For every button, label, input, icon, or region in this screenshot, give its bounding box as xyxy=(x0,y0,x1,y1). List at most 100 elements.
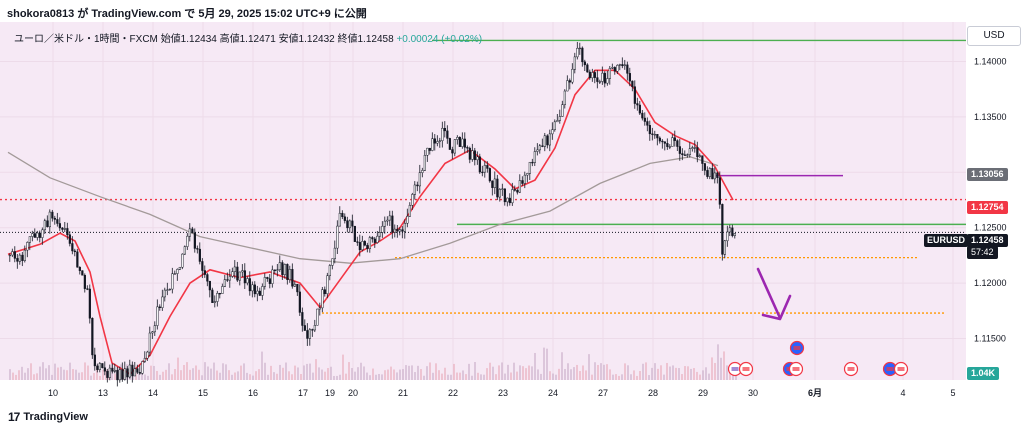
volume-bar xyxy=(495,374,497,380)
volume-bar xyxy=(279,364,281,380)
volume-bar xyxy=(606,364,608,380)
candle-up xyxy=(223,279,226,287)
volume-bar xyxy=(30,363,32,380)
volume-bar xyxy=(255,371,257,380)
volume-bar xyxy=(135,372,137,380)
volume-bar xyxy=(309,363,311,380)
candle-down xyxy=(568,80,571,83)
candle-down xyxy=(373,238,376,243)
price-tick-label: 1.11500 xyxy=(974,334,1006,344)
candle-down xyxy=(33,233,36,238)
candle-down xyxy=(46,220,49,228)
candle-up xyxy=(213,301,216,303)
candles xyxy=(8,41,736,387)
candle-up xyxy=(558,116,561,121)
candle-up xyxy=(181,253,184,268)
candle-up xyxy=(283,264,286,276)
candle-down xyxy=(136,368,139,373)
candle-up xyxy=(436,141,439,144)
price-chart[interactable]: 1.140001.135001.130001.125001.120001.115… xyxy=(0,22,1024,404)
candle-down xyxy=(458,137,461,147)
candle-up xyxy=(308,329,311,339)
legend-high: 高値1.12471 xyxy=(219,34,276,45)
volume-bar xyxy=(471,375,473,380)
volume-bar xyxy=(207,366,209,380)
currency-button[interactable]: USD xyxy=(967,26,1021,46)
time-axis-background xyxy=(0,380,966,404)
volume-bar xyxy=(285,362,287,380)
red-level-price-tag: 1.12754 xyxy=(967,201,1008,214)
volume-bar xyxy=(705,367,707,380)
volume-bar xyxy=(582,365,584,380)
candle-up xyxy=(166,289,169,291)
candle-down xyxy=(116,370,119,381)
candle-down xyxy=(208,280,211,291)
volume-bar xyxy=(405,365,407,380)
time-tick-label: 14 xyxy=(148,388,158,398)
volume-bar xyxy=(414,372,416,380)
candle-up xyxy=(28,236,31,243)
candle-up xyxy=(26,242,29,251)
volume-bar xyxy=(360,362,362,380)
candle-up xyxy=(63,228,66,230)
candle-down xyxy=(628,73,631,82)
volume-bar xyxy=(270,365,272,380)
candle-down xyxy=(446,130,449,139)
volume-bar xyxy=(249,374,251,380)
candle-up xyxy=(708,168,711,177)
candle-down xyxy=(91,317,94,356)
volume-bar xyxy=(66,370,68,380)
event-flag xyxy=(731,367,739,371)
volume-bar xyxy=(261,351,263,380)
candle-down xyxy=(356,241,359,243)
volume-bar xyxy=(447,374,449,380)
volume-bar xyxy=(120,364,122,380)
candle-up xyxy=(378,232,381,237)
candle-down xyxy=(641,112,644,119)
volume-bar xyxy=(702,370,704,380)
candle-up xyxy=(543,135,546,147)
volume-bar xyxy=(561,352,563,380)
candle-up xyxy=(591,72,594,79)
candle-up xyxy=(471,150,474,160)
candle-down xyxy=(198,248,201,262)
volume-bar xyxy=(90,375,92,380)
candle-down xyxy=(101,363,104,368)
candle-down xyxy=(658,137,661,142)
candle-up xyxy=(241,270,244,273)
candle-up xyxy=(561,104,564,117)
volume-bar xyxy=(342,354,344,380)
candle-up xyxy=(381,225,384,233)
candle-down xyxy=(503,188,506,203)
volume-bar xyxy=(672,365,674,380)
candle-down xyxy=(391,215,394,233)
volume-bar xyxy=(378,373,380,380)
candle-up xyxy=(398,229,401,232)
brand[interactable]: 17 TradingView xyxy=(8,410,88,424)
volume-bar xyxy=(564,368,566,380)
volume-bar xyxy=(570,369,572,380)
volume-bar xyxy=(354,371,356,380)
candle-up xyxy=(403,222,406,232)
candle-up xyxy=(141,361,144,374)
time-tick-label: 10 xyxy=(48,388,58,398)
candle-down xyxy=(273,269,276,271)
volume-bar xyxy=(477,372,479,380)
candle-down xyxy=(158,306,161,308)
candle-up xyxy=(498,188,501,198)
candle-up xyxy=(221,286,224,294)
time-tick-label: 15 xyxy=(198,388,208,398)
volume-bar xyxy=(459,372,461,380)
candle-down xyxy=(201,261,204,271)
volume-bar xyxy=(663,374,665,380)
volume-bar xyxy=(375,374,377,380)
candle-up xyxy=(608,68,611,79)
volume-bar xyxy=(180,370,182,380)
time-tick-label: 22 xyxy=(448,388,458,398)
candle-up xyxy=(18,254,21,262)
volume-bar xyxy=(252,375,254,380)
event-flag xyxy=(792,367,800,371)
brand-name: TradingView xyxy=(23,411,88,423)
ma-price-tag: 1.13056 xyxy=(967,168,1008,181)
volume-bar xyxy=(444,367,446,380)
